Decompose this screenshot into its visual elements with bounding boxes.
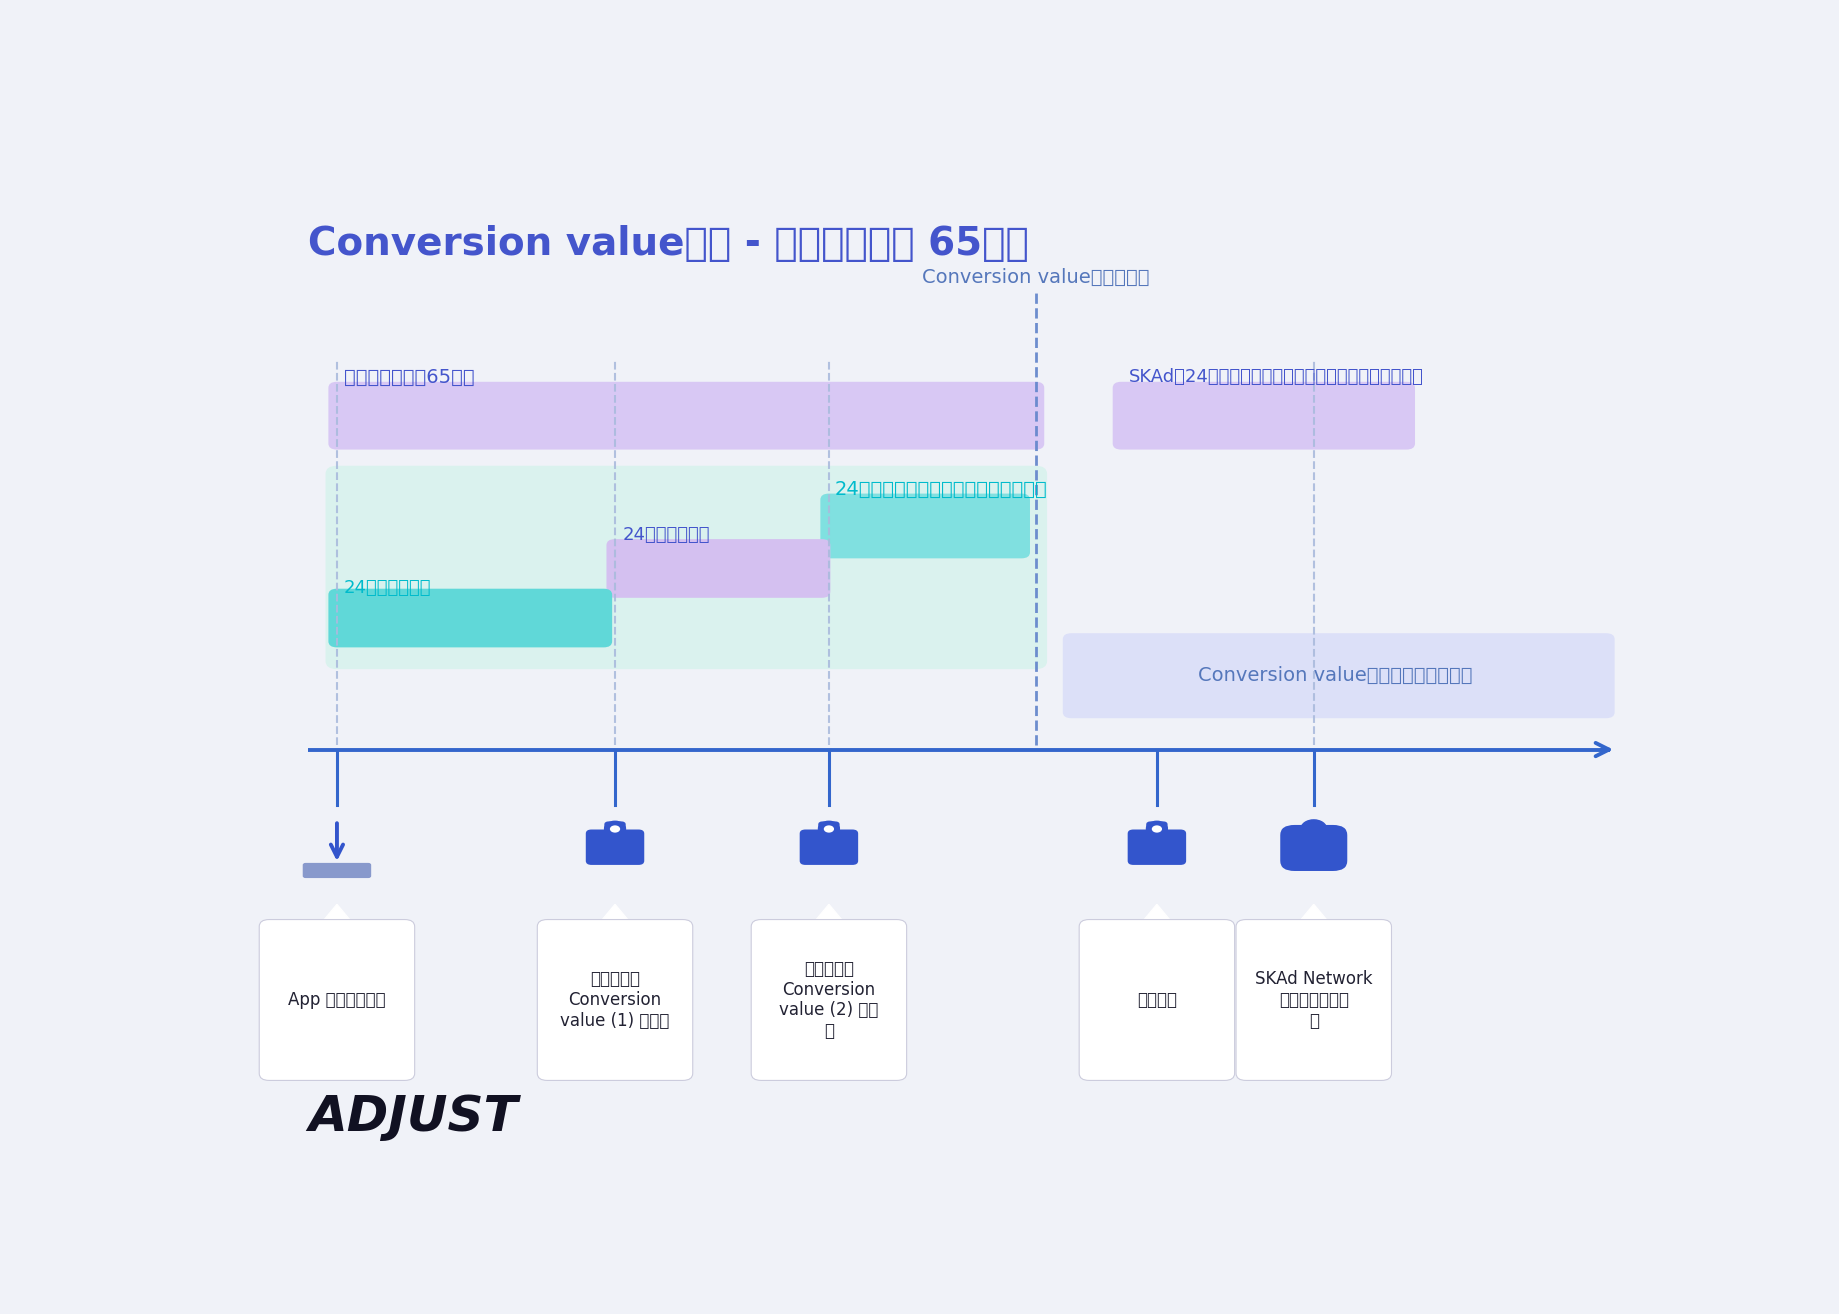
Polygon shape bbox=[809, 904, 848, 926]
FancyBboxPatch shape bbox=[750, 920, 907, 1080]
Circle shape bbox=[824, 825, 833, 833]
FancyBboxPatch shape bbox=[303, 863, 371, 878]
FancyBboxPatch shape bbox=[1113, 382, 1414, 449]
Text: イベント: イベント bbox=[1137, 991, 1177, 1009]
Text: 24時間タイマー: 24時間タイマー bbox=[344, 578, 432, 597]
FancyBboxPatch shape bbox=[326, 465, 1046, 669]
Text: 24時間イベントがトリガーしていない: 24時間イベントがトリガーしていない bbox=[835, 480, 1046, 499]
FancyBboxPatch shape bbox=[537, 920, 691, 1080]
Polygon shape bbox=[596, 904, 633, 926]
Text: Conversion value期間 - カスタム期間 65時間: Conversion value期間 - カスタム期間 65時間 bbox=[309, 225, 1028, 263]
FancyBboxPatch shape bbox=[1236, 920, 1390, 1080]
Text: ADJUST: ADJUST bbox=[309, 1093, 519, 1141]
Text: カスタム期間：65時間: カスタム期間：65時間 bbox=[344, 368, 474, 386]
Text: イベント：
Conversion
value (1) の更新: イベント： Conversion value (1) の更新 bbox=[561, 970, 669, 1030]
Text: SKAd Network
ペイロードを受
信: SKAd Network ペイロードを受 信 bbox=[1254, 970, 1372, 1030]
Text: Conversion value期間が終了: Conversion value期間が終了 bbox=[921, 268, 1149, 286]
FancyBboxPatch shape bbox=[585, 829, 644, 865]
Polygon shape bbox=[1138, 904, 1175, 926]
FancyBboxPatch shape bbox=[1280, 825, 1346, 871]
FancyBboxPatch shape bbox=[603, 821, 625, 841]
FancyBboxPatch shape bbox=[1063, 633, 1615, 719]
FancyBboxPatch shape bbox=[800, 829, 857, 865]
FancyBboxPatch shape bbox=[818, 821, 839, 841]
FancyBboxPatch shape bbox=[820, 494, 1030, 558]
FancyBboxPatch shape bbox=[1127, 829, 1186, 865]
Text: SKAdが24時間以内にインストールポストバックを送信: SKAdが24時間以内にインストールポストバックを送信 bbox=[1127, 368, 1423, 386]
FancyBboxPatch shape bbox=[259, 920, 414, 1080]
Text: 24時間タイマー: 24時間タイマー bbox=[622, 526, 710, 544]
Polygon shape bbox=[1295, 904, 1331, 926]
Text: Conversion value期間の終了後に発生: Conversion value期間の終了後に発生 bbox=[1197, 666, 1471, 685]
FancyBboxPatch shape bbox=[327, 382, 1045, 449]
FancyBboxPatch shape bbox=[607, 539, 829, 598]
Polygon shape bbox=[318, 904, 355, 926]
Circle shape bbox=[609, 825, 620, 833]
FancyBboxPatch shape bbox=[1146, 821, 1168, 841]
Text: イベント：
Conversion
value (2) の更
新: イベント： Conversion value (2) の更 新 bbox=[778, 959, 879, 1041]
FancyBboxPatch shape bbox=[327, 589, 612, 648]
FancyBboxPatch shape bbox=[1079, 920, 1234, 1080]
Circle shape bbox=[1151, 825, 1162, 833]
Circle shape bbox=[1300, 820, 1326, 838]
Text: App インストール: App インストール bbox=[289, 991, 386, 1009]
